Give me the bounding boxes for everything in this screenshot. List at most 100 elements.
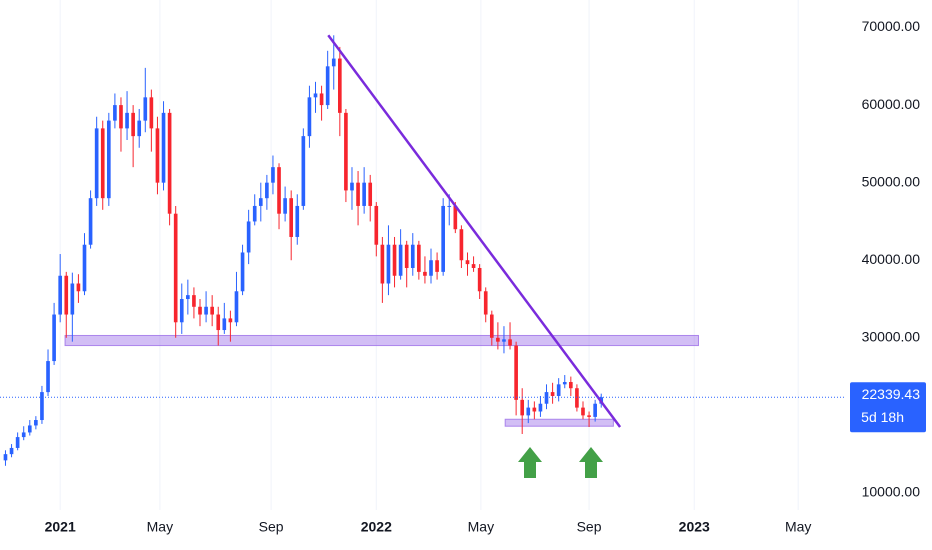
candle-body — [161, 112, 166, 183]
candle-body — [538, 403, 543, 412]
candle-body — [581, 407, 585, 416]
axes: 10000.00 30000.00 40000.00 50000.00 60000.00… — [45, 18, 926, 535]
candle-body — [544, 392, 549, 404]
x-tick-label: 2021 — [45, 519, 76, 535]
candle-body — [532, 407, 537, 412]
candle-body — [252, 205, 257, 222]
price-label: 22339.43 — [862, 386, 921, 402]
candle-body — [240, 252, 245, 292]
candle-body — [447, 205, 452, 207]
candle-body — [587, 415, 591, 417]
candle-body — [423, 271, 427, 276]
plot — [0, 34, 845, 466]
candle-body — [301, 136, 306, 206]
candle-body — [392, 244, 397, 276]
candle-body — [441, 205, 445, 272]
up-arrow — [518, 447, 542, 478]
candle-body — [137, 120, 142, 137]
candle-body — [410, 244, 415, 268]
candle-body — [550, 392, 555, 396]
candle-body — [483, 291, 488, 315]
candle-body — [204, 306, 208, 315]
candle-body — [258, 198, 263, 206]
x-tick-label: May — [147, 519, 173, 535]
candle-body — [58, 275, 63, 315]
candle-body — [15, 437, 20, 448]
candle-body — [562, 382, 567, 385]
price-label-box — [850, 382, 926, 433]
candle-body — [496, 337, 500, 342]
candle-body — [453, 205, 458, 230]
candle-body — [82, 244, 87, 292]
y-tick-label: 70000.00 — [862, 18, 921, 34]
candle-body — [119, 105, 123, 129]
candle-body — [459, 229, 464, 261]
candle-body — [350, 182, 354, 191]
y-tick-label: 40000.00 — [862, 251, 921, 267]
x-tick-label: May — [785, 519, 811, 535]
candle-body — [429, 260, 433, 276]
candle-body — [514, 345, 518, 400]
candle-body — [435, 260, 439, 272]
candle-body — [380, 244, 385, 284]
trendline — [327, 34, 622, 428]
candle-body — [40, 392, 44, 421]
candle-body — [325, 66, 330, 106]
candle-body — [113, 105, 117, 121]
candle-body — [149, 97, 154, 129]
candle-body — [356, 182, 360, 206]
support-zone — [64, 334, 699, 347]
candle-body — [46, 361, 50, 393]
candle-body — [556, 384, 561, 396]
candle-body — [228, 318, 233, 323]
candle-body — [386, 244, 391, 284]
candle-body — [179, 299, 184, 323]
candle-body — [471, 264, 476, 268]
candle-body — [246, 221, 251, 253]
candle-body — [70, 283, 75, 315]
candle-body — [465, 260, 470, 265]
candle-body — [520, 399, 525, 416]
candle-body — [289, 198, 294, 237]
candle-body — [106, 120, 111, 199]
signal-arrows — [518, 447, 603, 478]
candle-body — [331, 58, 336, 67]
candle-body — [9, 447, 14, 455]
x-tick-label: Sep — [577, 519, 602, 535]
candle-body — [192, 295, 196, 307]
candle-body — [143, 97, 148, 121]
candle-body — [27, 425, 32, 433]
candle-body — [88, 198, 93, 245]
x-tick-label: May — [468, 519, 494, 535]
candle-body — [234, 291, 239, 323]
candle-body — [265, 182, 269, 199]
y-tick-label: 50000.00 — [862, 173, 921, 189]
candle-body — [21, 432, 26, 438]
candle-body — [198, 306, 202, 315]
candle-body — [76, 283, 81, 292]
candle-body — [100, 128, 105, 199]
candle-body — [319, 93, 324, 106]
candle-body — [131, 112, 135, 137]
candle-body — [489, 314, 494, 338]
candle-body — [575, 388, 579, 408]
y-tick-label: 10000.00 — [862, 484, 921, 500]
candle-body — [277, 167, 281, 214]
candle-body — [222, 318, 227, 331]
candle-body — [477, 267, 482, 292]
countdown-label: 5d 18h — [861, 409, 904, 425]
candle-body — [502, 339, 506, 342]
candle-body — [3, 454, 8, 461]
y-tick-label: 60000.00 — [862, 96, 921, 112]
candle-body — [374, 205, 379, 245]
candle-body — [344, 112, 348, 191]
candle-body — [362, 182, 366, 206]
candle-body — [404, 244, 409, 268]
candle-body — [271, 167, 275, 183]
candle-body — [34, 420, 38, 426]
candle-body — [186, 295, 190, 300]
up-arrow — [579, 447, 603, 478]
grid — [59, 0, 799, 510]
